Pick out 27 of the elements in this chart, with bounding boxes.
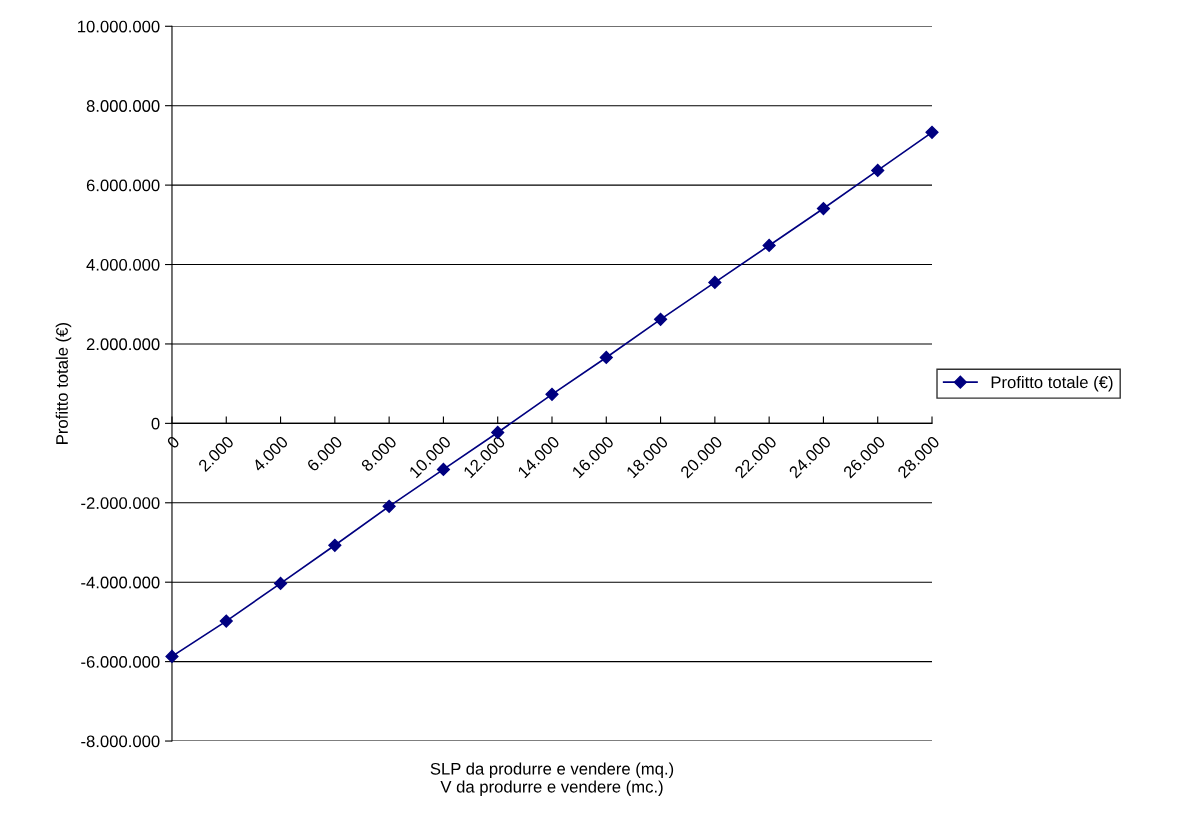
point	[328, 538, 342, 552]
point	[925, 125, 939, 139]
point	[219, 614, 233, 628]
y-tick-label: 2.000.000	[86, 338, 160, 351]
point	[871, 163, 885, 178]
y-tick-label: 6.000.000	[86, 179, 160, 192]
x-axis-title: SLP da produrre e vendere (mq.) V da produrre e vendere (mc.)	[430, 762, 674, 796]
legend-label: Profitto totale (€)	[991, 375, 1113, 392]
point	[816, 201, 831, 216]
y-tick-label: 4.000.000	[86, 258, 160, 271]
point	[762, 238, 776, 253]
y-tick-label: -4.000.000	[81, 576, 160, 589]
point	[273, 576, 288, 590]
point	[653, 312, 668, 326]
point	[382, 499, 396, 513]
x-tick-label: 0	[166, 435, 181, 450]
point	[708, 275, 722, 289]
point	[599, 350, 613, 365]
y-tick-label: 10.000.000	[78, 20, 160, 33]
y-tick-label: -2.000.000	[81, 497, 160, 509]
point	[165, 649, 179, 664]
y-tick-label: 8.000.000	[86, 100, 160, 112]
y-tick-label: 0	[151, 417, 160, 430]
y-tick-label: -6.000.000	[81, 656, 160, 668]
y-axis-title: Profitto totale (€)	[55, 323, 72, 444]
point	[545, 387, 559, 401]
y-tick-label: -8.000.000	[81, 735, 160, 748]
